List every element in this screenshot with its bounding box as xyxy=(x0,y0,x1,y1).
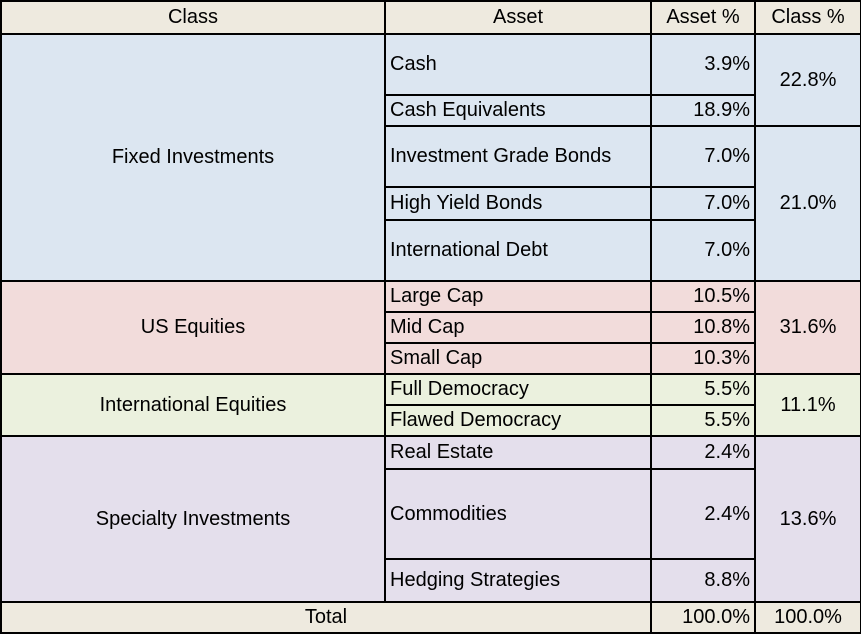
table-row: International Equities Full Democracy 5.… xyxy=(0,373,861,437)
asset-name: Flawed Democracy xyxy=(384,404,652,437)
header-asset-pct: Asset % xyxy=(650,0,756,35)
asset-name: Cash Equivalents xyxy=(384,94,652,127)
asset-name: Full Democracy xyxy=(384,373,652,406)
asset-pct: 5.5% xyxy=(650,373,756,406)
asset-name: Real Estate xyxy=(384,435,652,470)
asset-pct: 3.9% xyxy=(650,33,756,96)
asset-name: International Debt xyxy=(384,219,652,282)
table-row: Cash Equivalents 18.9% xyxy=(1,94,861,127)
asset-pct: 18.9% xyxy=(650,94,756,127)
class-pct: 13.6% xyxy=(754,435,861,603)
header-class-pct: Class % xyxy=(754,0,861,35)
header-asset: Asset xyxy=(384,0,652,35)
asset-pct: 7.0% xyxy=(650,219,756,282)
asset-pct: 10.5% xyxy=(650,280,756,313)
table-row: Specialty Investments Real Estate 2.4% 1… xyxy=(0,435,861,603)
asset-name: Cash xyxy=(384,33,652,96)
total-asset-pct: 100.0% xyxy=(650,601,756,634)
table-row: US Equities Large Cap 10.5% 31.6% xyxy=(0,280,861,375)
asset-pct: 10.3% xyxy=(650,342,756,375)
asset-name: Mid Cap xyxy=(384,311,652,344)
table-row: Investment Grade Bonds 7.0% 21.0% xyxy=(1,125,861,282)
class-pct: 22.8% xyxy=(754,33,861,127)
asset-name: Small Cap xyxy=(384,342,652,375)
asset-pct: 2.4% xyxy=(650,435,756,470)
asset-pct: 7.0% xyxy=(650,186,756,221)
table-row: Fixed Investments Cash 3.9% 22.8% xyxy=(0,33,861,282)
table-row: International Debt 7.0% xyxy=(1,219,861,282)
total-label: Total xyxy=(0,601,652,634)
asset-name: Hedging Strategies xyxy=(384,558,652,603)
class-specialty-investments: Specialty Investments xyxy=(0,435,386,603)
table-row: Small Cap 10.3% xyxy=(1,342,861,375)
class-pct: 21.0% xyxy=(754,125,861,282)
asset-pct: 2.4% xyxy=(650,468,756,560)
header-row: Class Asset Asset % Class % xyxy=(0,0,861,35)
asset-name: High Yield Bonds xyxy=(384,186,652,221)
header-class: Class xyxy=(0,0,386,35)
table-row: Mid Cap 10.8% xyxy=(1,311,861,344)
asset-name: Commodities xyxy=(384,468,652,560)
total-row: Total 100.0% 100.0% xyxy=(0,601,861,634)
asset-pct: 5.5% xyxy=(650,404,756,437)
class-international-equities: International Equities xyxy=(0,373,386,437)
class-pct: 31.6% xyxy=(754,280,861,375)
asset-pct: 8.8% xyxy=(650,558,756,603)
asset-pct: 7.0% xyxy=(650,125,756,188)
table-row: Hedging Strategies 8.8% xyxy=(1,558,861,603)
class-fixed-investments: Fixed Investments xyxy=(0,33,386,282)
table-row: Flawed Democracy 5.5% xyxy=(1,404,861,437)
table-row: High Yield Bonds 7.0% xyxy=(1,186,861,221)
class-us-equities: US Equities xyxy=(0,280,386,375)
total-class-pct: 100.0% xyxy=(754,601,861,634)
asset-name: Large Cap xyxy=(384,280,652,313)
asset-pct: 10.8% xyxy=(650,311,756,344)
table-row: Commodities 2.4% xyxy=(1,468,861,560)
class-pct: 11.1% xyxy=(754,373,861,437)
asset-name: Investment Grade Bonds xyxy=(384,125,652,188)
